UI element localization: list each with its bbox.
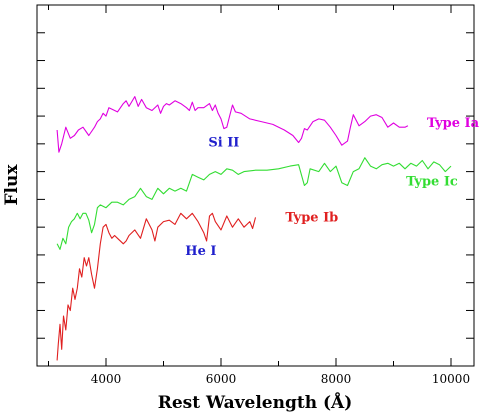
y-ticks-left [37,32,45,339]
x-tick-labels: 4000 6000 8000 10000 [91,372,470,386]
y-axis-label: Flux [2,164,22,206]
series-line-type-ia [56,96,409,153]
x-tick-label: 4000 [91,372,122,386]
annotation-si-ii: Si II [208,136,239,151]
x-ticks [48,5,452,366]
series-line-type-ib [56,212,257,361]
label-layer: Type Ia Type Ic Type Ib Si II He I [185,116,479,259]
series-layer [56,96,452,361]
series-label-type-ic: Type Ic [406,175,458,190]
y-ticks-right [466,32,474,339]
series-line-type-ic [56,157,452,250]
series-label-type-ib: Type Ib [285,211,338,226]
plot-frame [36,4,475,367]
x-tick-label: 10000 [432,372,470,386]
x-axis-label: Rest Wavelength (Å) [158,391,353,413]
x-tick-label: 8000 [321,372,352,386]
series-label-type-ia: Type Ia [427,116,479,131]
annotation-he-i: He I [185,244,216,259]
x-tick-label: 6000 [206,372,237,386]
